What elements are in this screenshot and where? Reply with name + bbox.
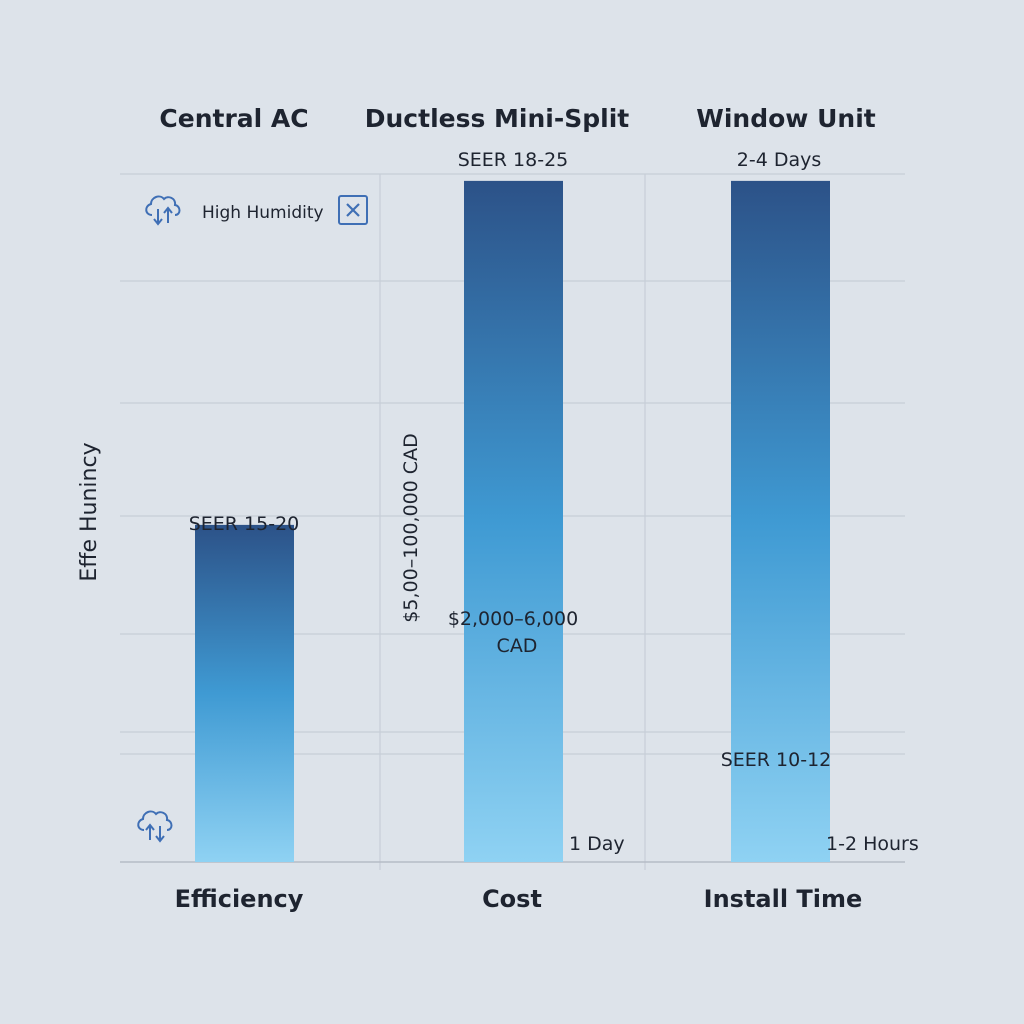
legend: High Humidity — [145, 195, 368, 226]
category-label-install-time: Install Time — [704, 885, 863, 913]
y-axis-title: Effe Hunincy — [77, 442, 102, 581]
rotated-cost-label: $5,00–100,000 CAD — [400, 433, 422, 622]
bars — [195, 180, 830, 862]
bar-efficiency — [195, 524, 294, 862]
bar-top-label-efficiency: SEER 15-20 — [189, 513, 300, 535]
bar-cost — [464, 180, 563, 862]
bar-bottom-label-install-time: 1-2 Hours — [826, 833, 919, 855]
legend-label: High Humidity — [202, 203, 324, 223]
bar-inner-label-cost: $2,000–6,000 CAD — [448, 608, 578, 657]
cloud-download-icon-bottom — [137, 810, 173, 843]
column-title-ductless-mini-split: Ductless Mini-Split — [365, 104, 630, 133]
bar-install-time — [731, 180, 830, 862]
bar-inner-label-install-time: SEER 10-12 — [721, 749, 832, 771]
category-label-efficiency: Efficiency — [175, 885, 304, 913]
column-title-central-ac: Central AC — [159, 104, 308, 133]
bar-inner-label-cost-line-1: $2,000–6,000 — [448, 608, 578, 630]
close-box-icon[interactable] — [338, 195, 368, 225]
bar-top-label-cost: SEER 18-25 — [458, 149, 569, 171]
category-label-cost: Cost — [482, 885, 542, 913]
column-title-window-unit: Window Unit — [696, 104, 875, 133]
bar-bottom-label-cost: 1 Day — [569, 833, 625, 855]
bar-inner-label-cost-line-2: CAD — [497, 635, 538, 657]
cloud-download-icon — [145, 195, 181, 226]
bar-top-label-install-time: 2-4 Days — [737, 149, 822, 171]
